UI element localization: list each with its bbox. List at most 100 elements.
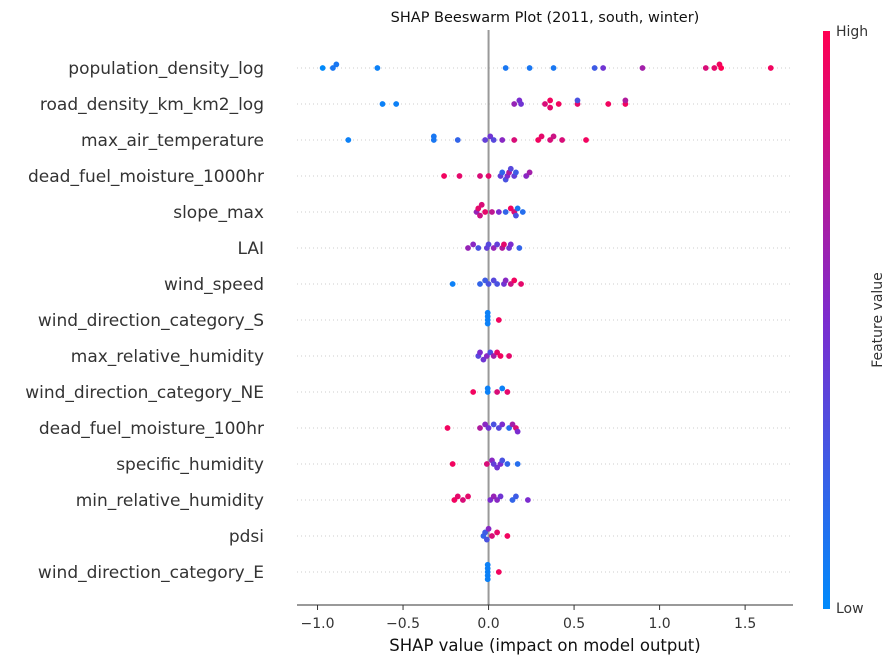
x-axis-ticks: −1.0 −0.5 0.0 0.5 1.0 1.5 xyxy=(301,605,756,632)
data-point xyxy=(485,173,492,179)
data-point xyxy=(506,425,512,431)
data-point xyxy=(477,425,483,431)
data-point xyxy=(538,133,545,140)
feature-label: specific_humidity xyxy=(116,455,264,475)
data-point xyxy=(451,497,458,503)
data-point xyxy=(507,205,514,212)
data-point xyxy=(518,101,524,107)
colorbar-low-label: Low xyxy=(836,601,864,617)
data-point xyxy=(478,201,485,208)
feature-label: min_relative_humidity xyxy=(76,491,264,511)
data-point xyxy=(465,245,471,251)
data-point xyxy=(456,173,463,179)
data-point xyxy=(494,497,501,503)
data-point xyxy=(499,385,506,392)
feature-label: dead_fuel_moisture_100hr xyxy=(39,419,264,439)
data-point xyxy=(511,137,518,143)
data-point xyxy=(639,65,646,71)
data-point xyxy=(430,133,437,140)
data-point xyxy=(502,65,509,71)
data-point xyxy=(535,137,542,143)
data-point xyxy=(480,356,487,363)
data-point xyxy=(490,421,497,428)
data-point xyxy=(485,241,492,248)
data-point xyxy=(499,137,506,143)
data-point xyxy=(499,457,506,464)
data-point xyxy=(507,241,514,248)
data-point xyxy=(484,576,491,583)
data-point xyxy=(444,425,451,431)
feature-label: LAI xyxy=(237,239,264,259)
data-point xyxy=(591,65,598,71)
data-point xyxy=(501,241,507,248)
feature-label: road_density_km_km2_log xyxy=(40,95,264,115)
data-point xyxy=(487,133,494,140)
x-tick-label: 0.5 xyxy=(563,616,585,632)
feature-label: wind_direction_category_S xyxy=(38,311,264,331)
data-point xyxy=(511,101,518,107)
data-point xyxy=(555,101,562,107)
data-point xyxy=(622,97,629,104)
x-tick-label: 1.5 xyxy=(734,616,756,632)
x-axis-label: SHAP value (impact on model output) xyxy=(389,636,700,655)
feature-label: pdsi xyxy=(229,527,264,547)
data-point xyxy=(495,209,502,215)
data-point xyxy=(526,169,533,176)
data-point xyxy=(547,104,554,111)
data-point xyxy=(526,65,533,71)
data-point xyxy=(504,389,511,395)
data-point xyxy=(490,493,497,500)
data-point xyxy=(449,281,456,287)
feature-label: population_density_log xyxy=(68,59,264,79)
data-point xyxy=(494,529,501,536)
x-tick-label: −0.5 xyxy=(386,616,420,632)
data-point xyxy=(482,277,489,284)
data-point xyxy=(504,461,511,467)
data-point xyxy=(513,169,519,176)
data-point xyxy=(718,65,725,71)
data-point xyxy=(482,137,489,143)
data-point xyxy=(574,97,581,104)
data-point xyxy=(477,281,483,287)
data-point xyxy=(767,65,774,71)
data-point xyxy=(702,65,709,71)
data-point xyxy=(502,277,509,284)
data-point xyxy=(490,137,497,143)
data-point xyxy=(499,421,506,428)
colorbar-title: Feature value xyxy=(870,272,886,368)
data-point xyxy=(547,137,554,143)
feature-label: max_relative_humidity xyxy=(71,347,264,367)
data-point xyxy=(333,61,340,68)
data-point xyxy=(489,533,495,539)
data-point xyxy=(484,385,491,392)
data-point xyxy=(393,101,400,107)
data-point xyxy=(497,353,504,359)
data-point xyxy=(484,309,491,316)
data-point xyxy=(475,245,482,251)
data-point xyxy=(483,461,490,467)
data-point xyxy=(519,209,526,215)
data-point xyxy=(490,353,497,359)
data-point xyxy=(485,281,492,287)
data-point xyxy=(485,525,492,532)
data-point xyxy=(547,97,554,104)
data-point xyxy=(484,561,491,568)
x-tick-label: −1.0 xyxy=(301,616,335,632)
data-point xyxy=(487,497,494,503)
data-point xyxy=(482,421,489,428)
data-point xyxy=(495,317,502,323)
colorbar-high-label: High xyxy=(836,24,868,40)
feature-label: dead_fuel_moisture_1000hr xyxy=(28,167,264,187)
data-point xyxy=(711,65,718,71)
data-point xyxy=(487,349,494,356)
data-point xyxy=(489,209,495,215)
data-point xyxy=(507,165,514,172)
data-point xyxy=(483,536,490,543)
data-point xyxy=(345,137,352,143)
data-point xyxy=(583,137,589,143)
chart-title: SHAP Beeswarm Plot (2011, south, winter) xyxy=(391,10,700,26)
data-point xyxy=(475,205,482,212)
data-point xyxy=(454,137,461,143)
data-point xyxy=(490,245,497,251)
colorbar xyxy=(823,31,830,609)
